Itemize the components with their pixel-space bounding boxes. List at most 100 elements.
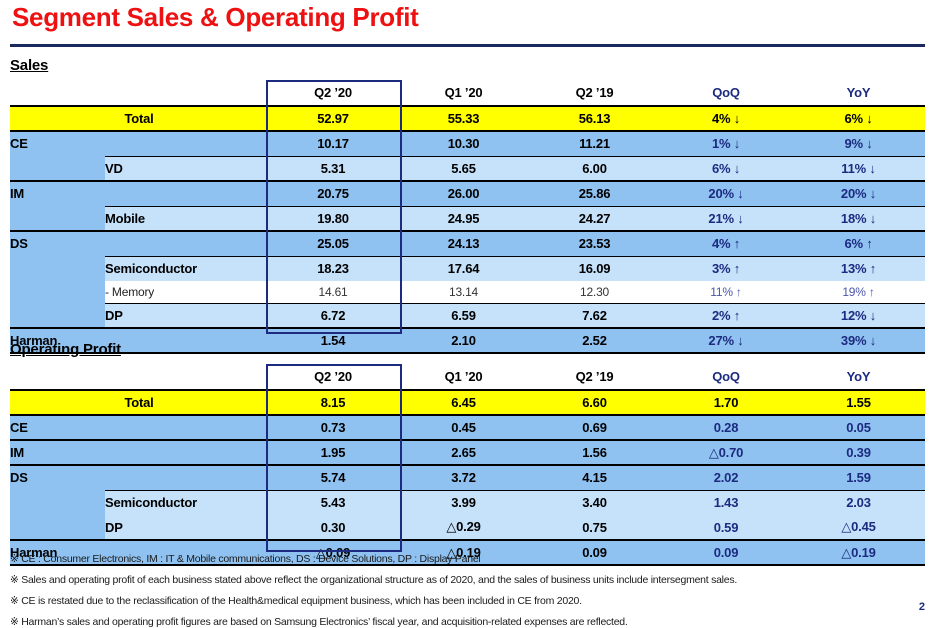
row-label: DP [105,515,268,540]
row-value: 9% ↓ [844,136,873,152]
row-value: 2% ↑ [660,302,792,328]
row-label: - Memory [105,281,268,303]
row-value: 6.72 [268,302,398,328]
row-value: 18% ↓ [792,205,925,231]
sales-table: Q2 ’20 Q1 ’20 Q2 ’19 QoQ YoY Total 52.97… [10,80,925,354]
row-value: 20.75 [317,186,349,202]
table-row: DS 25.05 24.13 23.53 4% ↑ 6% ↑ [10,231,925,256]
table-row: Mobile 19.80 24.95 24.27 21% ↓ 18% ↓ [10,205,925,231]
row-value: 3.72 [451,470,476,486]
row-value: 2.03 [792,489,925,515]
row-value: 0.59 [660,515,792,540]
op-header-blank [10,364,268,390]
row-value: 18.23 [268,255,398,281]
table-row: Semiconductor 18.23 17.64 16.09 3% ↑ 13%… [10,255,925,281]
table-row: Semiconductor 5.43 3.99 3.40 1.43 2.03 [10,489,925,515]
row-value: 3.40 [529,489,660,515]
row-value: 0.73 [320,420,346,435]
row-value: 20% ↓ [708,186,744,202]
row-value: 6.59 [398,302,529,328]
sales-col-q2-19: Q2 ’19 [529,80,660,106]
row-value: 6% ↓ [660,155,792,181]
row-value: 14.61 [268,281,398,303]
row-value: 19.80 [268,205,398,231]
row-value: 5.43 [268,489,398,515]
op-header-row: Q2 ’20 Q1 ’20 Q2 ’19 QoQ YoY [10,364,925,390]
row-value: 24.13 [447,236,480,252]
section-heading-sales: Sales [10,57,49,74]
row-indent-gutter [10,256,105,281]
row-label: Total [124,395,154,410]
row-value: 1.55 [846,395,871,410]
row-value: △0.19 [446,544,481,560]
row-value: 5.74 [320,470,346,486]
row-value: 1.70 [713,395,739,410]
row-value: 1.95 [320,445,346,460]
row-value: 6.60 [582,395,607,410]
sales-col-qoq: QoQ [660,80,792,106]
table-row: CE 10.17 10.30 11.21 1% ↓ 9% ↓ [10,131,925,156]
table-row: IM 20.75 26.00 25.86 20% ↓ 20% ↓ [10,181,925,206]
op-col-q2-19: Q2 ’19 [529,364,660,390]
row-value: 0.39 [846,445,871,460]
row-value: 8.15 [320,395,346,410]
row-value: 25.86 [578,186,611,202]
row-label: Mobile [105,205,268,231]
row-value: 4% ↓ [711,111,741,126]
sales-col-q1-20: Q1 ’20 [398,80,529,106]
row-value: 52.97 [317,111,349,126]
table-row: Harman 1.54 2.10 2.52 27% ↓ 39% ↓ [10,328,925,353]
table-row: VD 5.31 5.65 6.00 6% ↓ 11% ↓ [10,155,925,181]
row-value: 1.56 [582,445,607,460]
row-value: △0.29 [398,515,529,540]
footnote-1: ※ CE : Consumer Electronics, IM : IT & M… [10,553,481,565]
section-heading-operating-profit: Operating Profit [10,341,121,358]
row-value: 55.33 [447,111,480,126]
row-value: 25.05 [317,236,349,252]
table-row: DP 0.30 △0.29 0.75 0.59 △0.45 [10,515,925,540]
row-value: 2.02 [713,470,739,486]
sales-header-row: Q2 ’20 Q1 ’20 Q2 ’19 QoQ YoY [10,80,925,106]
row-value: 0.45 [451,420,476,435]
row-value: 10.30 [447,136,480,152]
row-indent-gutter [10,206,105,231]
op-col-yoy: YoY [792,364,925,390]
row-value: 19% ↑ [792,281,925,303]
row-value: 23.53 [578,236,611,252]
row-value: 1.43 [660,489,792,515]
row-value: 0.09 [713,545,739,560]
row-value: 11.21 [579,136,610,152]
row-value: 7.62 [529,302,660,328]
row-value: 16.09 [529,255,660,281]
row-value: 6.45 [451,395,476,410]
row-value: 0.05 [846,420,871,435]
row-value: 0.69 [582,420,607,435]
row-value: 3.99 [398,489,529,515]
row-value: 27% ↓ [708,333,744,348]
row-label: IM [10,445,25,460]
row-label: DS [10,236,28,252]
table-row: DP 6.72 6.59 7.62 2% ↑ 12% ↓ [10,302,925,328]
row-value: 4% ↑ [711,236,741,252]
page-title: Segment Sales & Operating Profit [12,2,419,32]
row-value: 56.13 [578,111,611,126]
row-indent-gutter [10,281,105,303]
row-value: 6% ↓ [844,111,873,126]
row-value: 21% ↓ [660,205,792,231]
row-value: 1.59 [846,470,871,486]
operating-profit-table-body: Total 8.15 6.45 6.60 1.70 1.55 CE 0.73 0… [10,390,925,565]
row-label: Harman [10,545,58,560]
row-value: 2.52 [582,333,607,348]
row-label: Total [124,111,154,126]
row-label: DS [10,470,28,486]
row-value: 24.27 [529,205,660,231]
row-value: 3% ↑ [660,255,792,281]
footnote-2: ※ Sales and operating profit of each bus… [10,574,738,586]
op-col-q2-20: Q2 ’20 [268,364,398,390]
row-label: CE [10,420,28,435]
row-label: Harman [10,333,58,348]
row-value: 10.17 [317,136,349,152]
row-label: DP [105,302,268,328]
row-value: △0.19 [841,544,876,560]
table-row: - Memory 14.61 13.14 12.30 11% ↑ 19% ↑ [10,281,925,303]
